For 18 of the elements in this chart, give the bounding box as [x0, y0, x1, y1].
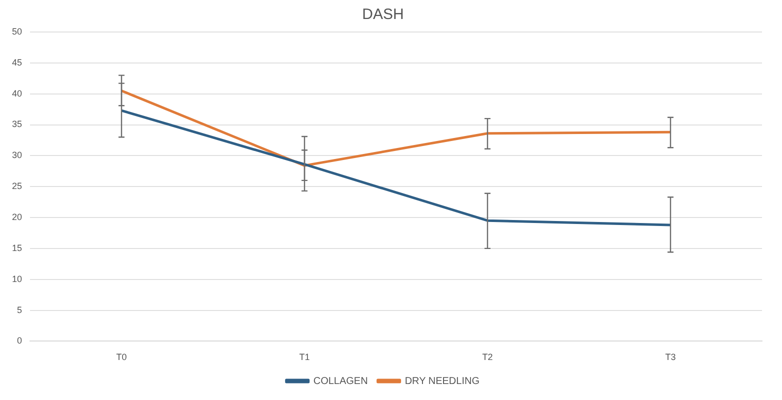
y-tick-label: 40 [12, 88, 22, 98]
y-tick-label: 35 [12, 119, 22, 130]
y-tick-label: 10 [12, 274, 22, 284]
x-tick-label: T2 [482, 352, 493, 362]
x-tick-label: T1 [299, 352, 310, 362]
y-tick-label: 25 [12, 181, 22, 192]
y-tick-label: 30 [12, 150, 22, 160]
y-tick-label: 5 [16, 304, 22, 315]
chart-title: DASH [362, 6, 404, 24]
x-tick-label: T0 [116, 352, 127, 362]
y-tick-label: 20 [12, 212, 22, 222]
x-tick-label: T3 [665, 352, 676, 362]
y-tick-label: 50 [12, 26, 22, 36]
y-tick-label: 45 [12, 57, 22, 68]
legend-label: COLLAGEN [313, 376, 368, 387]
legend-label: DRY NEEDLING [404, 376, 480, 387]
y-tick-label: 0 [16, 336, 22, 346]
y-tick-label: 15 [12, 242, 22, 253]
